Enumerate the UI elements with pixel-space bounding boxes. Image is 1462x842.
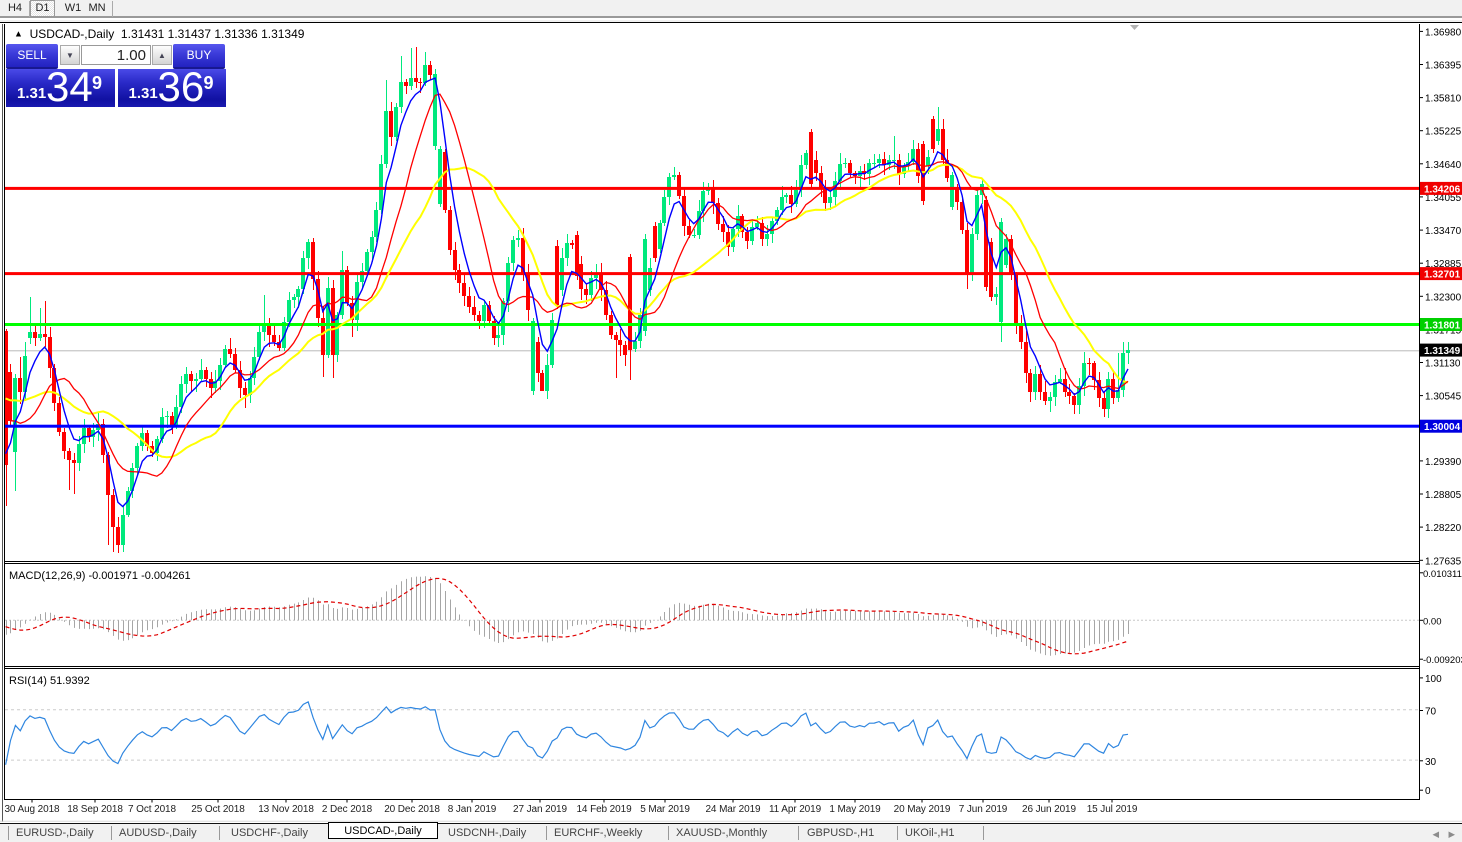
svg-text:2 Dec 2018: 2 Dec 2018: [322, 804, 373, 815]
svg-text:5 Mar 2019: 5 Mar 2019: [640, 804, 690, 815]
svg-text:1.33470: 1.33470: [1425, 226, 1462, 237]
svg-text:18 Sep 2018: 18 Sep 2018: [67, 804, 123, 815]
svg-text:0: 0: [1425, 786, 1431, 797]
svg-text:70: 70: [1425, 707, 1437, 718]
svg-text:30 Aug 2018: 30 Aug 2018: [4, 804, 60, 815]
svg-text:1.30545: 1.30545: [1425, 392, 1462, 403]
svg-text:1.36980: 1.36980: [1425, 27, 1462, 38]
svg-text:1.36395: 1.36395: [1425, 61, 1462, 72]
svg-text:11 Apr 2019: 11 Apr 2019: [769, 804, 822, 815]
svg-text:7 Jun 2019: 7 Jun 2019: [959, 804, 1008, 815]
svg-text:1.27635: 1.27635: [1425, 556, 1462, 567]
svg-text:1.29390: 1.29390: [1425, 457, 1462, 468]
svg-text:20 Dec 2018: 20 Dec 2018: [384, 804, 440, 815]
svg-text:1.28220: 1.28220: [1425, 523, 1462, 534]
svg-text:15 Jul 2019: 15 Jul 2019: [1087, 804, 1138, 815]
svg-text:1.35225: 1.35225: [1425, 127, 1462, 138]
svg-text:1.31801: 1.31801: [1424, 321, 1461, 332]
svg-text:1.32885: 1.32885: [1425, 259, 1462, 270]
svg-text:25 Oct 2018: 25 Oct 2018: [191, 804, 245, 815]
svg-text:1.32701: 1.32701: [1424, 270, 1461, 281]
svg-text:1.35810: 1.35810: [1425, 94, 1462, 105]
svg-text:MACD(12,26,9) -0.001971 -0.004: MACD(12,26,9) -0.001971 -0.004261: [9, 570, 191, 582]
svg-text:0.010311: 0.010311: [1423, 569, 1462, 580]
svg-text:13 Nov 2018: 13 Nov 2018: [258, 804, 314, 815]
svg-text:1.30004: 1.30004: [1424, 422, 1461, 433]
svg-text:30: 30: [1425, 757, 1437, 768]
svg-text:1.28805: 1.28805: [1425, 490, 1462, 501]
svg-text:14 Feb 2019: 14 Feb 2019: [576, 804, 632, 815]
svg-text:1 May 2019: 1 May 2019: [829, 804, 881, 815]
svg-text:-0.009203: -0.009203: [1423, 655, 1462, 666]
svg-text:26 Jun 2019: 26 Jun 2019: [1022, 804, 1076, 815]
svg-text:27 Jan 2019: 27 Jan 2019: [513, 804, 567, 815]
svg-text:1.34055: 1.34055: [1425, 193, 1462, 204]
svg-text:8 Jan 2019: 8 Jan 2019: [448, 804, 497, 815]
svg-text:1.34206: 1.34206: [1424, 184, 1461, 195]
svg-text:1.34640: 1.34640: [1425, 160, 1462, 171]
svg-text:1.31349: 1.31349: [1424, 346, 1461, 357]
svg-text:1.32300: 1.32300: [1425, 292, 1462, 303]
svg-text:100: 100: [1425, 674, 1442, 685]
svg-text:7 Oct 2018: 7 Oct 2018: [128, 804, 176, 815]
svg-text:24 Mar 2019: 24 Mar 2019: [705, 804, 761, 815]
svg-text:20 May 2019: 20 May 2019: [894, 804, 951, 815]
svg-text:1.31130: 1.31130: [1425, 359, 1461, 370]
svg-text:RSI(14) 51.9392: RSI(14) 51.9392: [9, 675, 90, 687]
svg-text:0.00: 0.00: [1423, 616, 1442, 627]
